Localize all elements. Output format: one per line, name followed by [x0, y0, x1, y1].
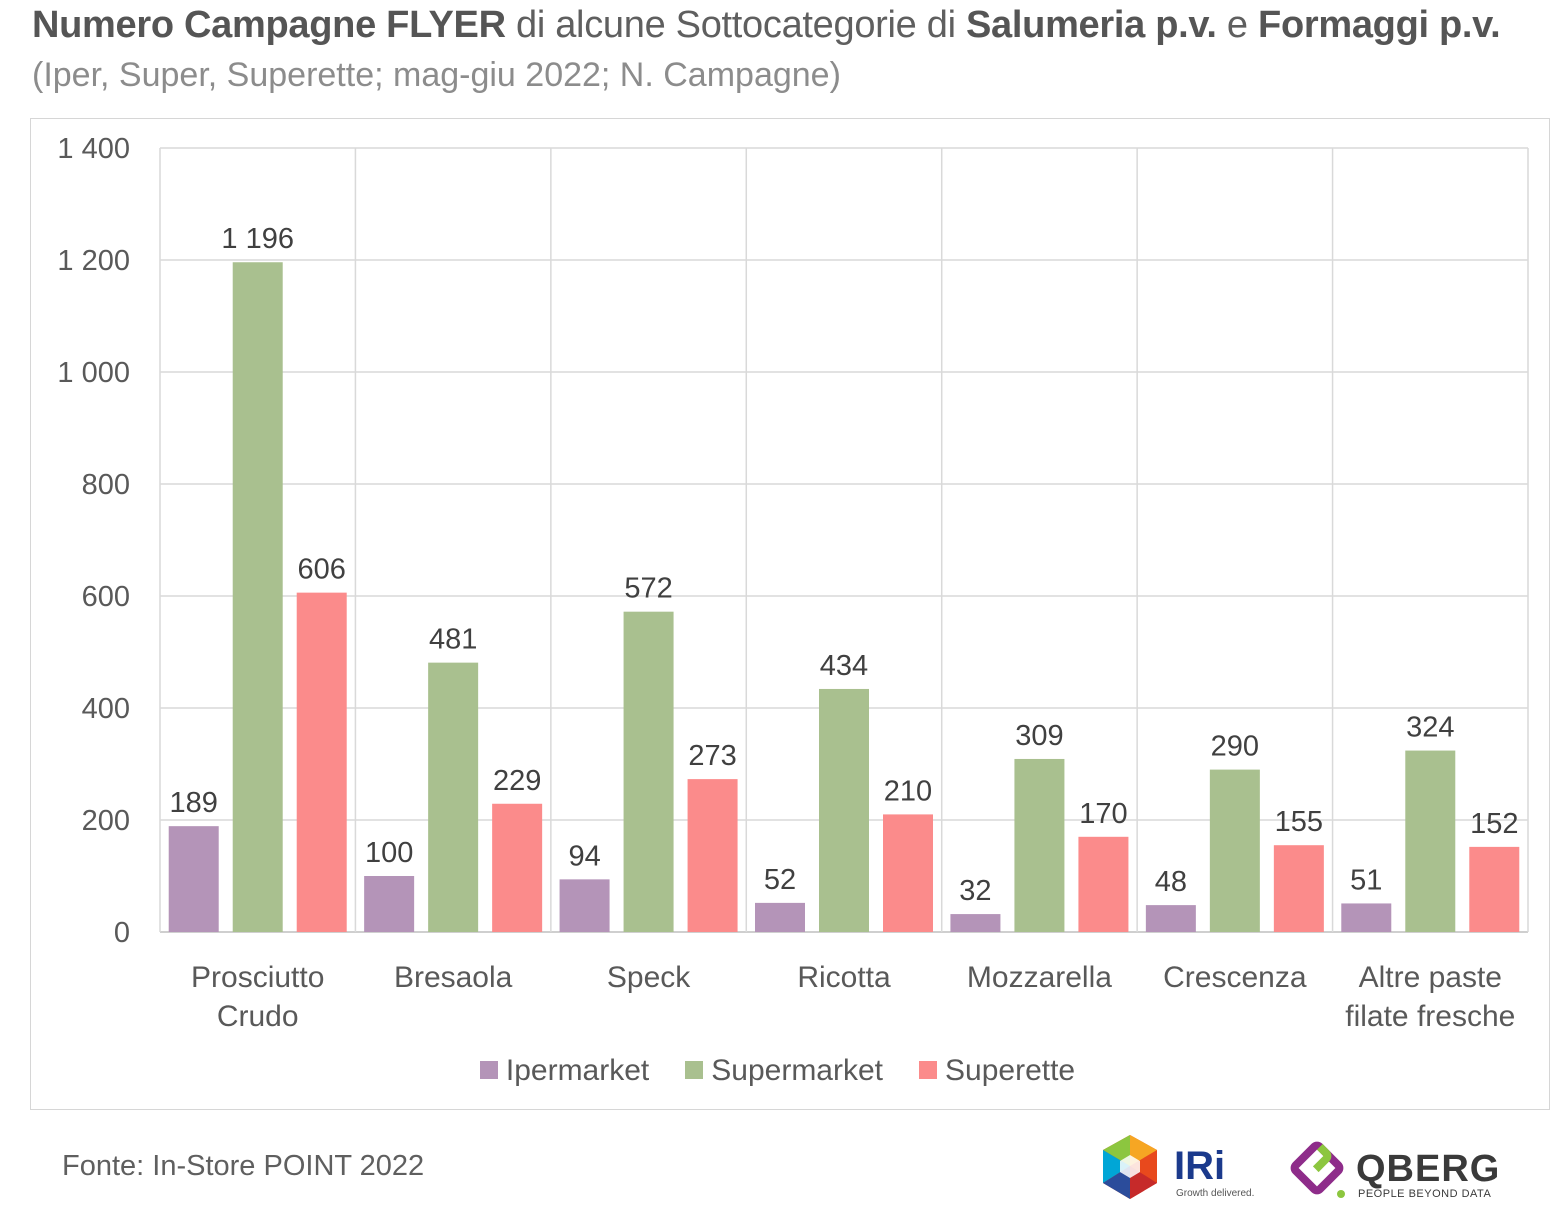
x-category-label: Ricotta [797, 961, 891, 994]
x-category-label: Bresaola [394, 961, 513, 994]
data-label: 100 [365, 837, 413, 869]
bar-supermarket [1209, 769, 1260, 932]
title-part-2: Salumeria p.v. [966, 4, 1217, 46]
data-label: 170 [1079, 798, 1127, 830]
x-category-label: Speck [607, 961, 691, 994]
bar-ipermarket [950, 914, 1001, 932]
data-label: 152 [1470, 808, 1518, 840]
bar-superette [1078, 836, 1129, 932]
y-tick-label: 0 [114, 917, 130, 949]
legend-swatch [685, 1061, 704, 1079]
legend-item-superette: Superette [919, 1054, 1075, 1088]
bar-superette [296, 592, 347, 932]
data-label: 606 [298, 554, 346, 586]
bar-supermarket [1405, 750, 1456, 932]
bar-superette [1469, 846, 1520, 932]
bar-superette [1273, 845, 1324, 932]
legend-label: Ipermarket [505, 1054, 650, 1087]
legend-label: Superette [945, 1054, 1076, 1087]
x-category-label: filate fresche [1345, 1000, 1515, 1033]
legend-item-ipermarket: Ipermarket [479, 1054, 650, 1088]
data-label: 52 [764, 864, 796, 896]
data-label: 481 [429, 624, 477, 656]
bar-superette [492, 803, 543, 932]
title-part-3: e [1216, 4, 1259, 46]
iri-tagline: Growth delivered. [1176, 1188, 1254, 1199]
y-tick-label: 1 000 [57, 357, 130, 389]
bar-superette [883, 814, 933, 932]
data-label: 189 [170, 787, 218, 819]
iri-logo-text: IRi [1174, 1144, 1225, 1188]
data-label: 229 [493, 765, 541, 797]
legend-label: Supermarket [711, 1054, 884, 1087]
bar-ipermarket [1145, 905, 1196, 932]
data-label: 572 [624, 573, 672, 605]
data-label: 1 196 [221, 223, 294, 255]
qberg-logo-text: QBERG [1356, 1148, 1500, 1190]
chart-subtitle: (Iper, Super, Superette; mag-giu 2022; N… [32, 56, 841, 94]
y-tick-label: 600 [82, 581, 130, 613]
y-tick-label: 200 [82, 805, 130, 837]
bar-supermarket [1014, 758, 1065, 932]
x-category-label: Crescenza [1163, 961, 1307, 994]
data-label: 48 [1155, 866, 1187, 898]
bar-supermarket [428, 662, 479, 932]
y-tick-label: 400 [82, 693, 130, 725]
bar-ipermarket [1341, 903, 1392, 932]
qberg-logo: QBERG PEOPLE BEYOND DATA [1290, 1141, 1500, 1200]
legend-swatch [479, 1061, 498, 1079]
data-label: 155 [1275, 806, 1323, 838]
x-category-label: Crudo [217, 1000, 299, 1033]
y-tick-label: 1 200 [57, 245, 130, 277]
x-category-label: Prosciutto [191, 961, 324, 994]
iri-logo: IRi Growth delivered. [1103, 1135, 1254, 1199]
chart-frame [30, 118, 1550, 1110]
data-label: 94 [568, 840, 600, 872]
data-label: 309 [1015, 720, 1063, 752]
x-category-label: Mozzarella [967, 961, 1112, 994]
bar-supermarket [819, 688, 869, 932]
legend-item-supermarket: Supermarket [685, 1054, 883, 1088]
bar-ipermarket [559, 879, 610, 932]
bar-superette [687, 779, 738, 932]
title-part-1: di alcune Sottocategorie di [505, 4, 967, 46]
bar-ipermarket [364, 876, 415, 932]
bar-ipermarket [755, 902, 805, 932]
data-label: 324 [1406, 712, 1454, 744]
x-category-label: Altre paste [1359, 961, 1502, 994]
data-label: 51 [1350, 864, 1382, 896]
bar-ipermarket [168, 826, 219, 932]
data-label: 32 [959, 875, 991, 907]
legend-swatch [919, 1061, 938, 1079]
data-label: 210 [884, 775, 932, 807]
qberg-tagline: PEOPLE BEYOND DATA [1358, 1188, 1491, 1200]
data-label: 273 [688, 740, 736, 772]
data-label: 290 [1211, 731, 1259, 763]
data-label: 434 [820, 650, 868, 682]
source-note: Fonte: In-Store POINT 2022 [62, 1150, 425, 1182]
bar-supermarket [232, 262, 283, 932]
chart-title: Numero Campagne FLYER di alcune Sottocat… [32, 4, 1552, 47]
title-part-4: Formaggi p.v. [1258, 4, 1501, 46]
chart-legend: Ipermarket Supermarket Superette [0, 1054, 1555, 1088]
y-tick-label: 800 [82, 469, 130, 501]
y-tick-label: 1 400 [57, 133, 130, 165]
title-part-0: Numero Campagne FLYER [32, 4, 506, 46]
bar-supermarket [623, 611, 674, 932]
